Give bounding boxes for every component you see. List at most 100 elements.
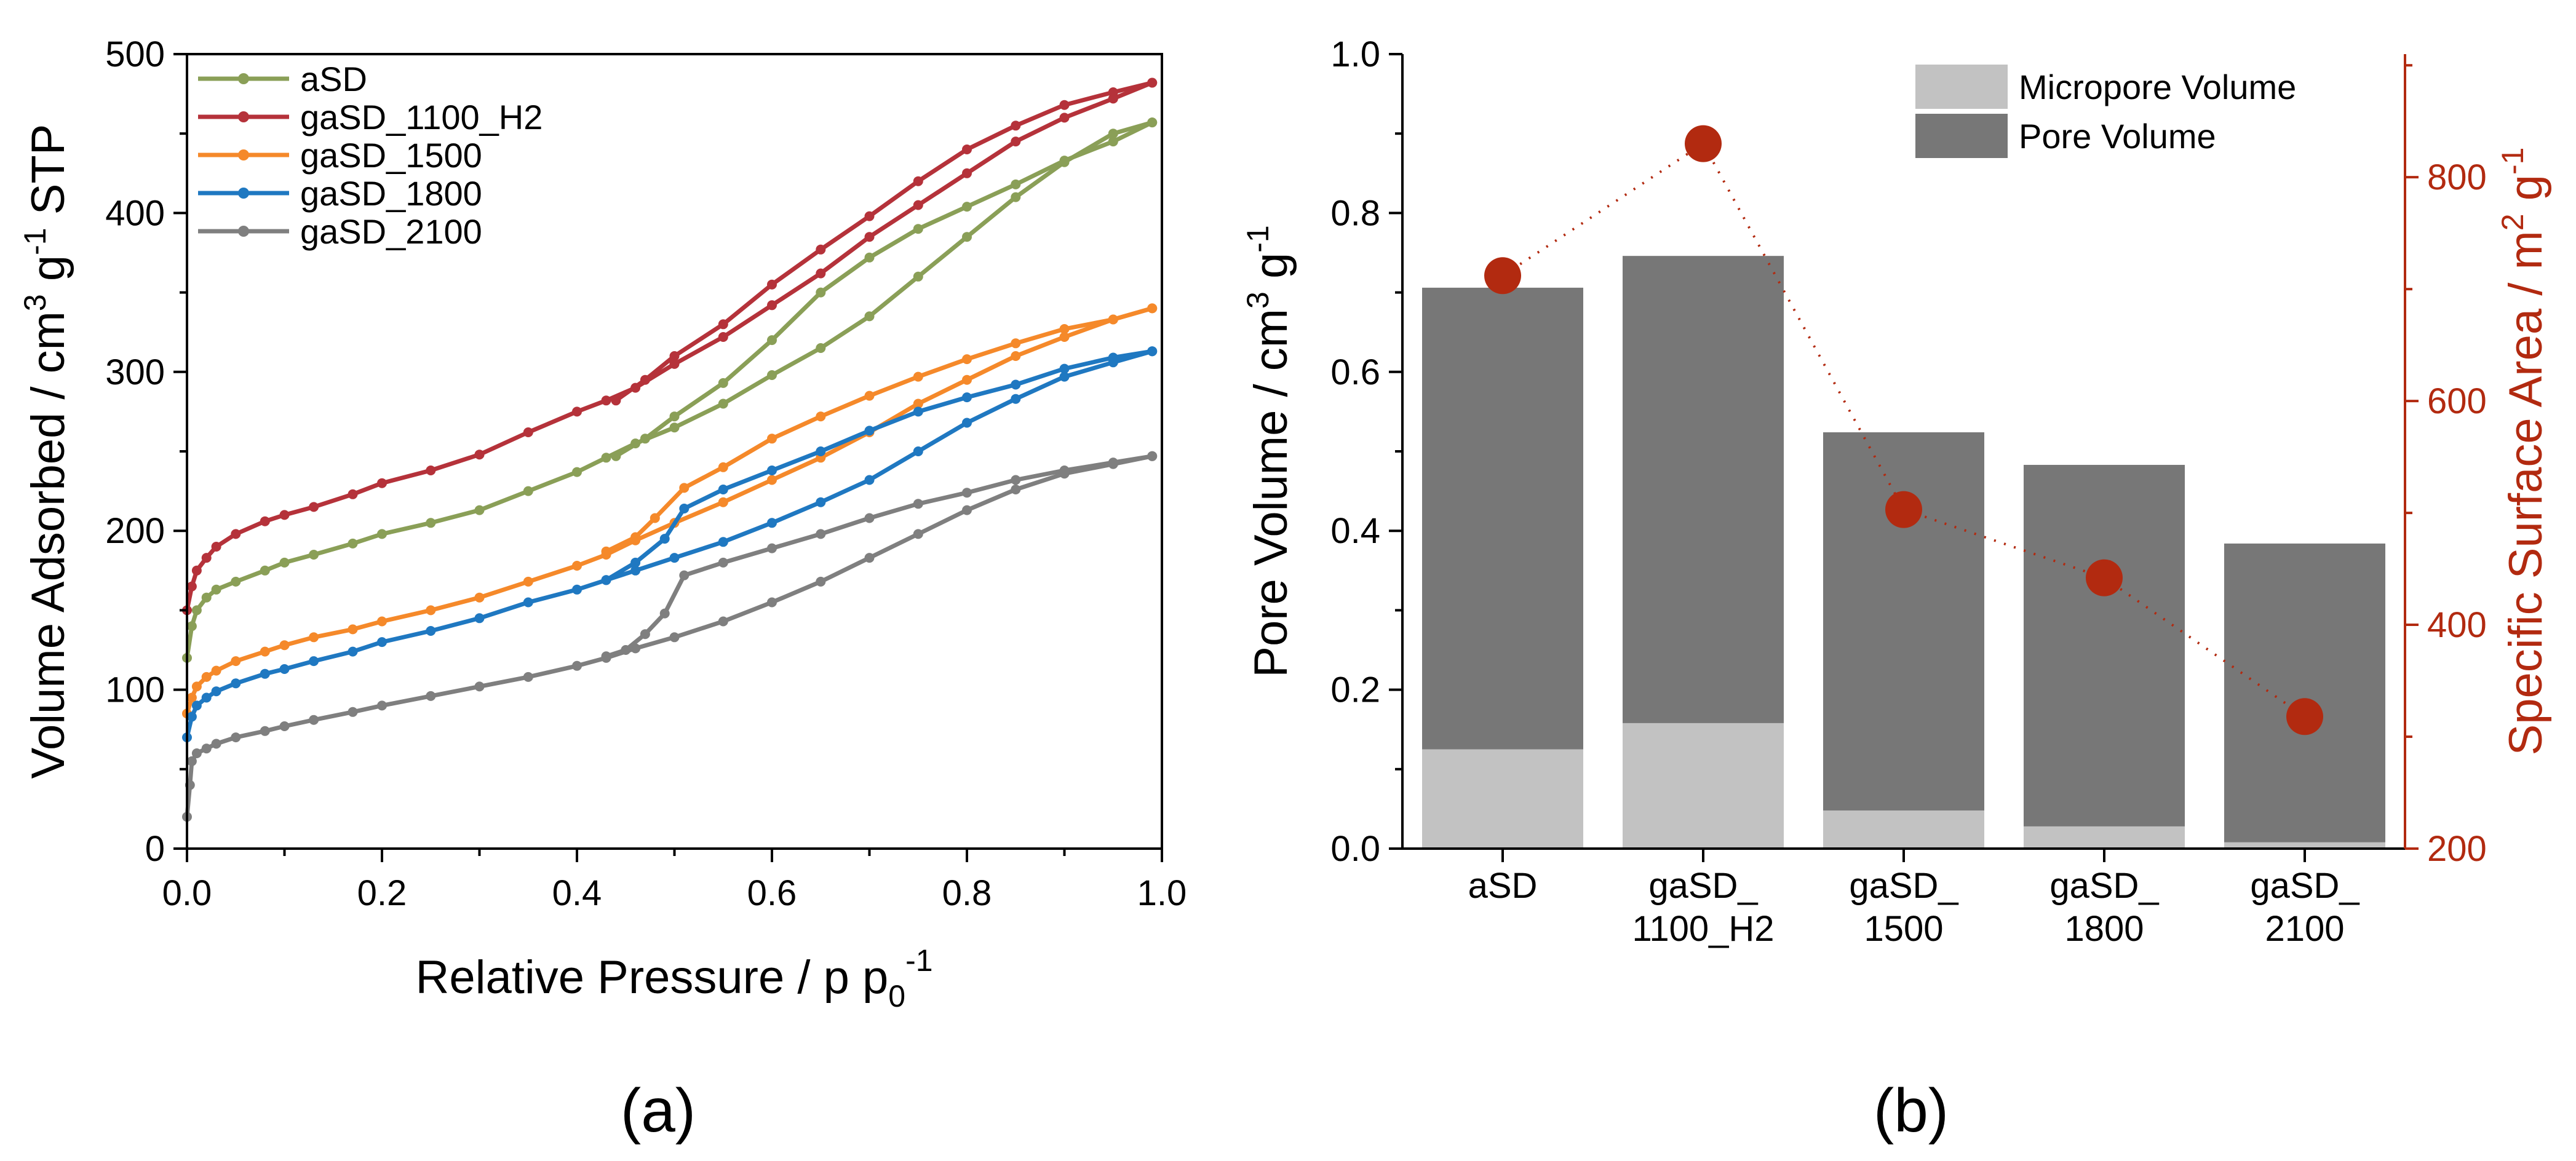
a-ytick-label: 200: [105, 511, 165, 551]
point-gaSD_1100_H2-adsorption: [572, 406, 582, 417]
point-gaSD_2100-adsorption: [186, 756, 197, 766]
point-gaSD_1800-adsorption: [377, 637, 387, 648]
point-gaSD_2100-adsorption: [201, 743, 212, 754]
point-aSD-adsorption: [260, 565, 270, 576]
point-aSD-adsorption: [718, 398, 728, 409]
point-gaSD_2100-adsorption: [191, 748, 202, 758]
point-gaSD_1500-desorption: [1108, 314, 1118, 325]
point-gaSD_2100-adsorption: [1011, 485, 1021, 494]
point-gaSD_1100_H2-adsorption: [669, 359, 680, 369]
point-aSD-adsorption: [523, 486, 533, 496]
point-gaSD_2100-desorption: [864, 513, 875, 523]
b-y2tick-label: 600: [2427, 381, 2487, 421]
legend-swatch-marker: [238, 111, 249, 122]
point-gaSD_1100_H2-desorption: [913, 176, 923, 186]
point-gaSD_1800-adsorption: [211, 686, 221, 697]
point-gaSD_2100-adsorption: [426, 691, 436, 701]
point-gaSD_1100_H2-desorption: [718, 319, 728, 330]
point-aSD-desorption: [640, 434, 650, 444]
point-gaSD_1800-adsorption: [1011, 394, 1021, 404]
point-aSD-adsorption: [572, 467, 582, 477]
b-ssa-group: [1484, 125, 2323, 735]
point-gaSD_1100_H2-adsorption: [309, 502, 319, 512]
legend-item-micropore-volume: Micropore Volume: [1915, 65, 2296, 109]
line-aSD-adsorption: [185, 120, 1153, 659]
b-xtick-label: aSD: [1468, 866, 1538, 906]
point-gaSD_1500-desorption: [679, 483, 690, 493]
point-gaSD_1800-desorption: [1108, 352, 1118, 363]
point-gaSD_2100-desorption: [621, 645, 631, 655]
b-xtick-label: gaSD_: [1849, 866, 1958, 906]
point-gaSD_1800-desorption: [1011, 379, 1021, 390]
point-aSD-adsorption: [864, 311, 875, 322]
point-gaSD_1800-adsorption: [309, 656, 319, 667]
point-gaSD_2100-adsorption: [669, 632, 680, 643]
point-gaSD_1500-adsorption: [572, 561, 582, 571]
legend-item-pore-volume: Pore Volume: [1915, 114, 2216, 158]
point-gaSD_2100-desorption: [640, 629, 650, 640]
point-gaSD_1100_H2-adsorption: [913, 200, 923, 210]
point-gaSD_1800-desorption: [659, 534, 670, 544]
point-gaSD_2100-desorption: [718, 557, 728, 568]
point-gaSD_1800-adsorption: [201, 692, 212, 703]
point-gaSD_1500-adsorption: [767, 475, 777, 485]
point-aSD-desorption: [1011, 179, 1021, 189]
point-gaSD_2100-desorption: [816, 529, 826, 539]
panel-a-isotherm-chart: 0.0 0.2 0.4 0.6 0.8 1.0 0 100 200 300 400 500 Relat…: [18, 34, 1187, 1145]
point-gaSD_1100_H2-adsorption: [377, 478, 387, 488]
line-gaSD_1500-adsorption: [185, 306, 1153, 715]
panel-b-pore-volume-chart: aSD gaSD_1100_H2gaSD_1500gaSD_1800gaSD_21…: [1241, 34, 2552, 1145]
ssa-point: [2086, 559, 2123, 596]
point-gaSD_1800-adsorption: [348, 646, 358, 657]
point-aSD-desorption: [611, 451, 621, 461]
point-aSD-adsorption: [767, 370, 777, 380]
point-gaSD_1800-adsorption: [572, 584, 582, 595]
point-aSD-desorption: [816, 287, 826, 298]
point-gaSD_2100-desorption: [601, 651, 611, 662]
point-gaSD_1100_H2-adsorption: [1059, 113, 1070, 123]
point-gaSD_1800-adsorption: [718, 537, 728, 547]
legend-item-gaSD_1800: gaSD_1800: [198, 174, 482, 213]
bar-micropore-volume: [1422, 749, 1583, 849]
point-gaSD_1800-desorption: [962, 392, 972, 403]
point-aSD-desorption: [864, 252, 875, 263]
point-gaSD_1100_H2-adsorption: [191, 565, 202, 576]
point-gaSD_1500-adsorption: [201, 672, 212, 682]
point-gaSD_2100-desorption: [679, 570, 690, 580]
point-aSD-adsorption: [426, 518, 436, 528]
legend-label: aSD: [300, 60, 367, 98]
bar-pore-volume: [2224, 543, 2385, 849]
point-gaSD_1100_H2-desorption: [1108, 87, 1118, 97]
point-gaSD_1500-adsorption: [231, 656, 241, 667]
point-gaSD_1100_H2-adsorption: [231, 529, 241, 539]
legend-swatch: [1915, 114, 2008, 158]
point-aSD-adsorption: [191, 605, 202, 616]
point-gaSD_1800-adsorption: [1059, 371, 1070, 382]
point-gaSD_1100_H2-desorption: [864, 211, 875, 221]
point-gaSD_2100-adsorption: [864, 553, 875, 563]
bar-micropore-volume: [1823, 810, 1984, 849]
point-gaSD_1100_H2-adsorption: [279, 510, 290, 520]
point-gaSD_1800-adsorption: [816, 497, 826, 507]
point-aSD-adsorption: [201, 592, 212, 603]
ssa-point: [1885, 491, 1922, 528]
point-gaSD_1800-adsorption: [426, 626, 436, 636]
b-ytick-label: 0.4: [1330, 511, 1380, 551]
bar-micropore-volume: [2224, 842, 2385, 849]
point-aSD-desorption: [962, 202, 972, 212]
line-gaSD_1800-desorption: [605, 349, 1153, 582]
point-gaSD_1800-adsorption: [474, 613, 485, 624]
legend-label: gaSD_1800: [300, 174, 482, 213]
point-gaSD_1800-adsorption: [279, 664, 290, 674]
bar-pore-volume: [2024, 464, 2185, 849]
point-gaSD_1100_H2-adsorption: [474, 450, 485, 460]
panel-label-a: (a): [621, 1076, 696, 1145]
b-ticks: aSD gaSD_1100_H2gaSD_1500gaSD_1800gaSD_21…: [1330, 34, 2486, 949]
point-gaSD_2100-adsorption: [523, 672, 533, 682]
point-gaSD_1800-desorption: [864, 426, 875, 436]
point-aSD-adsorption: [962, 232, 972, 242]
point-gaSD_1500-adsorption: [1059, 332, 1070, 342]
point-gaSD_1500-desorption: [962, 354, 972, 365]
point-gaSD_1500-desorption: [1059, 324, 1070, 334]
